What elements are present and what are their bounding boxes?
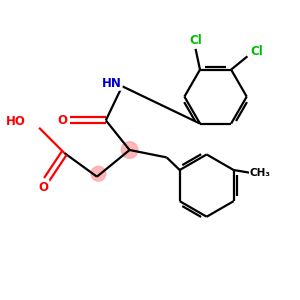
Circle shape — [121, 142, 138, 158]
Text: O: O — [57, 114, 67, 127]
Text: CH₃: CH₃ — [250, 168, 271, 178]
Text: O: O — [39, 181, 49, 194]
Text: HO: HO — [6, 115, 26, 128]
Text: HN: HN — [102, 77, 122, 90]
Text: Cl: Cl — [189, 34, 202, 47]
Text: Cl: Cl — [250, 45, 263, 58]
Circle shape — [91, 166, 106, 181]
